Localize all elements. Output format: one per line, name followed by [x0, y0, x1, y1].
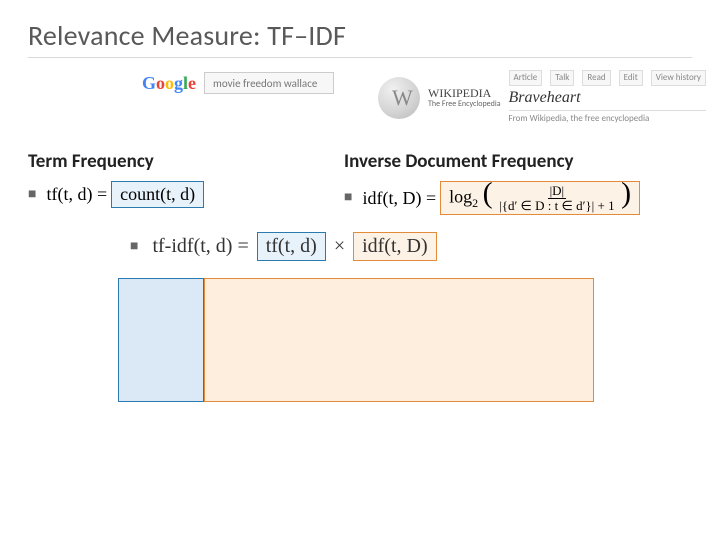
idf-log-base: 2 — [472, 196, 478, 210]
wikipedia-tabs: Article Talk Read Edit View history — [509, 70, 706, 86]
tf-heading: Term Frequency — [28, 150, 338, 173]
bullet-icon: ■ — [130, 239, 138, 255]
paren-right: ) — [621, 176, 631, 209]
slide: Relevance Measure: TF–IDF Google movie f… — [0, 0, 720, 540]
wikipedia-article-title: Braveheart — [509, 88, 706, 112]
google-search-box: movie freedom wallace — [204, 72, 334, 94]
big-boxes — [118, 278, 594, 402]
bullet-icon: ■ — [344, 190, 352, 206]
wiki-tab: Article — [509, 70, 543, 86]
g-letter: o — [156, 73, 165, 93]
title-tf: TF — [267, 18, 294, 53]
g-letter: G — [142, 73, 156, 93]
tfidf-formula: ■ tf-idf(t, d) = tf(t, d) × idf(t, D) — [130, 232, 437, 261]
tf-box: count(t, d) — [111, 181, 204, 208]
g-letter: e — [188, 73, 196, 93]
google-example: Google movie freedom wallace — [142, 72, 334, 94]
wiki-tab: Read — [582, 70, 610, 86]
idf-lhs: idf(t, D) = — [362, 188, 436, 209]
idf-log: log — [449, 186, 472, 206]
tfidf-tf-box: tf(t, d) — [257, 232, 326, 261]
idf-fraction: |D| |{d′ ∈ D : t ∈ d′}| + 1 — [497, 184, 616, 212]
wiki-tab: Edit — [619, 70, 643, 86]
wikipedia-globe-icon — [378, 77, 420, 119]
idf-formula: ■ idf(t, D) = log2 ( |D| |{d′ ∈ D : t ∈ … — [344, 181, 694, 215]
wiki-tab: Talk — [550, 70, 574, 86]
tf-column: Term Frequency ■ tf(t, d) = count(t, d) — [28, 150, 338, 208]
header-examples: Google movie freedom wallace WIKIPEDIA T… — [0, 70, 720, 126]
g-letter: g — [174, 73, 183, 93]
idf-frac-num: |D| — [548, 184, 567, 199]
wikipedia-subline: From Wikipedia, the free encyclopedia — [509, 113, 706, 125]
tfidf-idf-box: idf(t, D) — [353, 232, 437, 261]
big-orange-box — [204, 278, 594, 402]
paren-left: ( — [483, 176, 493, 209]
big-blue-box — [118, 278, 204, 402]
bullet-icon: ■ — [28, 187, 36, 203]
idf-frac-den: |{d′ ∈ D : t ∈ d′}| + 1 — [497, 199, 616, 213]
wikipedia-example: WIKIPEDIA The Free Encyclopedia Article … — [378, 70, 706, 125]
tf-formula: ■ tf(t, d) = count(t, d) — [28, 181, 338, 208]
wikipedia-name-block: WIKIPEDIA The Free Encyclopedia — [428, 87, 501, 109]
wikipedia-tagline: The Free Encyclopedia — [428, 100, 501, 109]
google-logo: Google — [142, 73, 196, 94]
title-prefix: Relevance Measure: — [28, 18, 267, 53]
wiki-tab: View history — [651, 70, 706, 86]
title-dash: – — [294, 18, 308, 53]
idf-heading: Inverse Document Frequency — [344, 150, 694, 173]
tfidf-lhs: tf-idf(t, d) = — [152, 235, 248, 258]
slide-title: Relevance Measure: TF–IDF — [28, 18, 692, 53]
idf-column: Inverse Document Frequency ■ idf(t, D) =… — [344, 150, 694, 215]
wikipedia-article-preview: Article Talk Read Edit View history Brav… — [509, 70, 706, 125]
title-divider — [28, 57, 692, 58]
idf-box: log2 ( |D| |{d′ ∈ D : t ∈ d′}| + 1 ) — [440, 181, 640, 215]
g-letter: o — [165, 73, 174, 93]
wikipedia-name: WIKIPEDIA — [428, 87, 501, 100]
tfidf-times: × — [334, 235, 345, 258]
title-idf: IDF — [308, 18, 346, 53]
tf-lhs: tf(t, d) = — [46, 184, 107, 205]
